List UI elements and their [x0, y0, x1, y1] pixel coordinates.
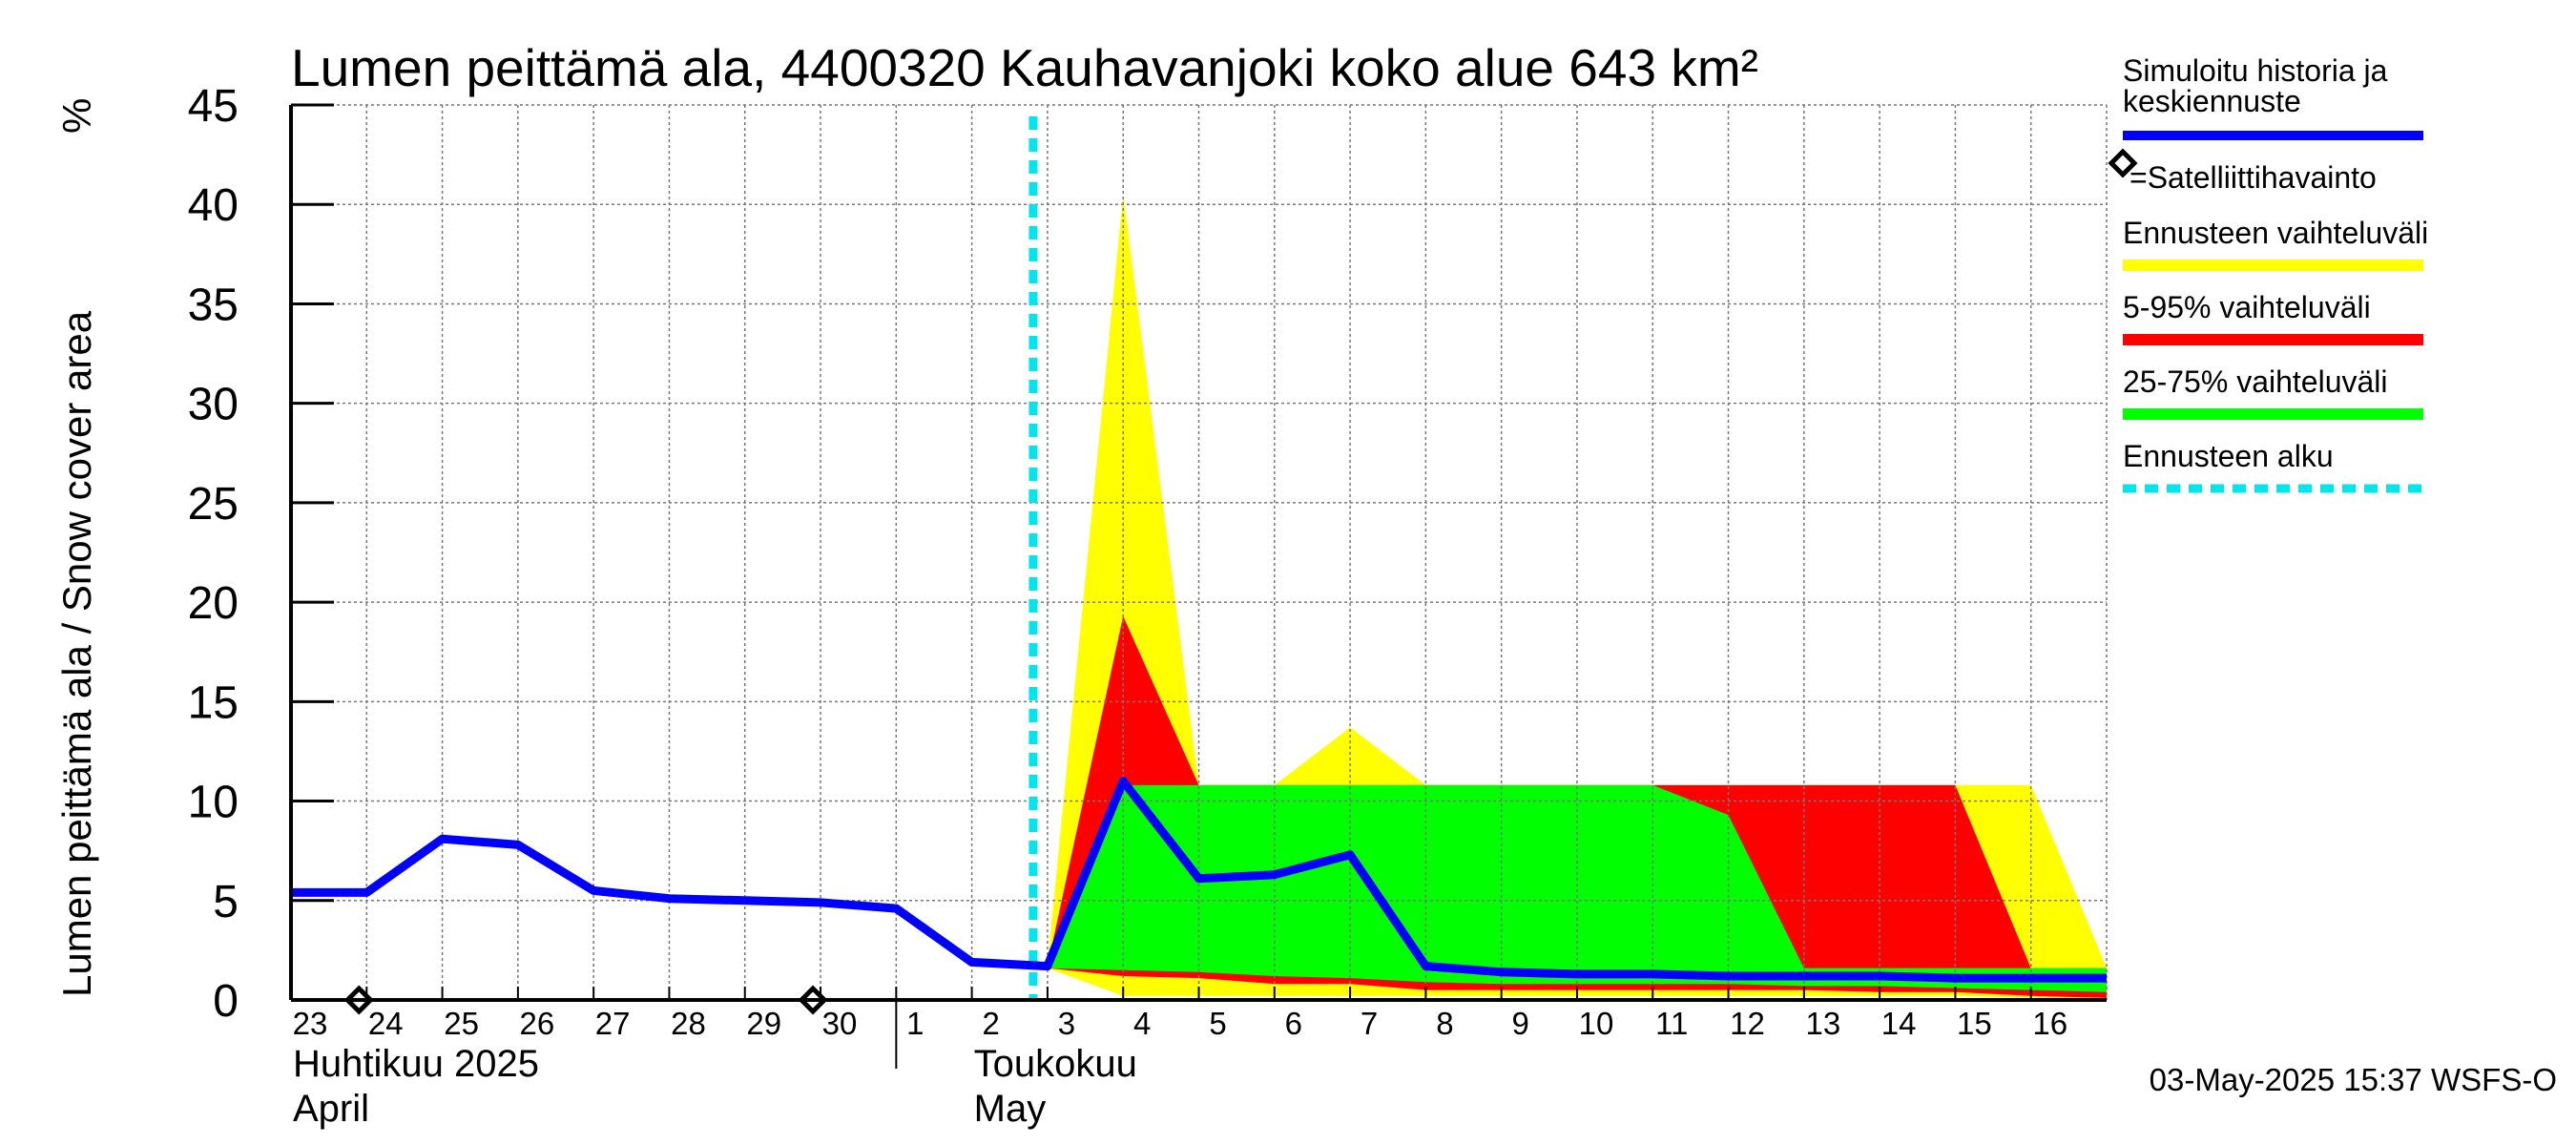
x-tick-label: 2	[982, 1006, 999, 1041]
y-tick-label: 45	[188, 81, 239, 132]
x-tick-label: 9	[1511, 1006, 1528, 1041]
x-tick-label: 4	[1133, 1006, 1151, 1041]
y-tick-label: 30	[188, 380, 239, 430]
x-tick-label: 16	[2032, 1006, 2067, 1041]
month-label-line: Huhtikuu 2025	[293, 1043, 539, 1085]
forecast-bands	[1047, 194, 2107, 998]
x-tick-label: 30	[822, 1006, 858, 1041]
legend-simulated-label-line2: keskiennuste	[2123, 84, 2301, 118]
x-tick-label: 28	[671, 1006, 706, 1041]
y-axis-unit: %	[54, 98, 99, 134]
x-tick-label: 24	[368, 1006, 404, 1041]
x-ticks: 23 24 25 26 27 28 29 30 1 2 3 4 5 6 7 8 9 10 11 12 13 14 15 16	[290, 987, 2067, 1041]
y-axis-label-group: Lumen peittämä ala / Snow cover area %	[54, 98, 99, 997]
chart-title: Lumen peittämä ala, 4400320 Kauhavanjoki…	[291, 38, 1758, 97]
series-line-0	[291, 777, 2107, 983]
y-ticks: 0 5 10 15 20 25 30 35 40 45	[188, 81, 334, 1027]
x-tick-label: 7	[1361, 1006, 1378, 1041]
y-tick-label: 20	[188, 578, 239, 629]
x-tick-label: 26	[520, 1006, 555, 1041]
y-tick-label: 35	[188, 280, 239, 330]
x-tick-label: 12	[1730, 1006, 1765, 1041]
x-tick-label: 8	[1436, 1006, 1453, 1041]
x-tick-label: 13	[1805, 1006, 1840, 1041]
y-tick-label: 40	[188, 180, 239, 231]
x-tick-label: 27	[595, 1006, 631, 1041]
month-label-line: Toukokuu	[974, 1043, 1137, 1085]
x-tick-label: 15	[1957, 1006, 1992, 1041]
x-tick-label: 11	[1655, 1006, 1688, 1041]
legend-5-95-label: 5-95% vaihteluväli	[2123, 290, 2371, 324]
y-tick-label: 25	[188, 479, 239, 530]
x-tick-label: 29	[746, 1006, 781, 1041]
x-tick-label: 10	[1579, 1006, 1614, 1041]
y-axis-label: Lumen peittämä ala / Snow cover area	[54, 310, 99, 997]
legend-satellite-label: =Satelliittihavainto	[2129, 160, 2377, 195]
footer-timestamp: 03-May-2025 15:37 WSFS-O	[2150, 1062, 2557, 1097]
month-label-line: May	[974, 1088, 1047, 1130]
legend-full-range-label: Ennusteen vaihteluväli	[2123, 216, 2428, 250]
x-tick-label: 14	[1881, 1006, 1917, 1041]
x-tick-label: 25	[444, 1006, 479, 1041]
x-tick-label: 1	[906, 1006, 924, 1041]
legend-satellite-marker-icon	[2108, 148, 2138, 178]
x-tick-label: 6	[1285, 1006, 1302, 1041]
y-tick-label: 10	[188, 778, 239, 828]
x-tick-label: 5	[1209, 1006, 1226, 1041]
y-tick-label: 15	[188, 677, 239, 728]
month-label-line: April	[293, 1088, 369, 1130]
band-2	[1047, 784, 2107, 992]
y-tick-label: 5	[213, 877, 239, 927]
x-tick-label: 23	[293, 1006, 328, 1041]
legend-forecast-start-label: Ennusteen alku	[2123, 439, 2334, 473]
y-tick-label: 0	[213, 976, 239, 1027]
legend-simulated-label-line1: Simuloitu historia ja	[2123, 53, 2388, 88]
legend-25-75-label: 25-75% vaihteluväli	[2123, 364, 2388, 399]
legend: Simuloitu historia ja keskiennuste =Sate…	[2108, 53, 2428, 493]
x-tick-label: 3	[1058, 1006, 1075, 1041]
series-lines	[291, 777, 2107, 983]
